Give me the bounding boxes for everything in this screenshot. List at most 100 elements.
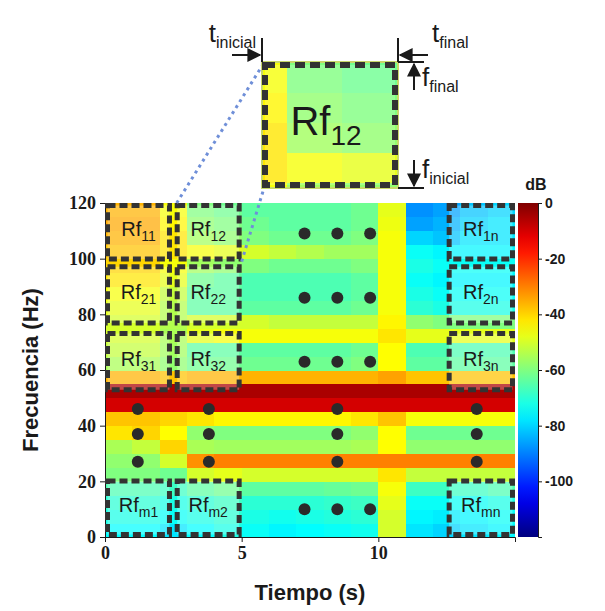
- region-label-subscript: 21: [141, 291, 157, 307]
- heatmap-cell: [242, 412, 270, 426]
- tick: 20: [78, 472, 105, 492]
- tick-mark: [378, 537, 379, 542]
- heatmap-cell: [296, 467, 324, 481]
- heatmap-cell: [242, 495, 270, 509]
- region-label-main: Rf: [121, 218, 141, 240]
- tick-mark: [100, 314, 105, 315]
- heatmap-cell: [378, 481, 406, 495]
- region-label-main: Rf: [119, 494, 139, 516]
- heatmap-cell: [406, 495, 434, 509]
- region-label: Rf31: [121, 348, 157, 374]
- inset-bound-label-subscript: final: [429, 78, 458, 95]
- ellipsis-dot: [203, 403, 215, 415]
- heatmap-cell: [269, 509, 297, 523]
- heatmap-cell: [242, 273, 270, 287]
- heatmap-cell: [160, 426, 188, 440]
- inset-bound-label-subscript: inicial: [429, 170, 469, 187]
- heatmap-cell: [296, 384, 324, 398]
- heatmap-cell: [242, 300, 270, 314]
- colorbar-axis: 0-20-40-60-80-100: [538, 195, 573, 538]
- region-label-subscript: 31: [141, 358, 157, 374]
- region-box: [177, 267, 239, 323]
- heatmap-cell: [378, 328, 406, 342]
- heatmap-cell: [324, 259, 352, 273]
- heatmap-cell: [460, 440, 488, 454]
- heatmap-cell: [324, 426, 352, 440]
- heatmap-cell: [378, 314, 406, 328]
- heatmap-cell: [351, 217, 379, 231]
- axis-line: [539, 204, 543, 538]
- heatmap-cell: [269, 314, 297, 328]
- ellipsis-dot: [331, 292, 343, 304]
- heatmap-cell: [351, 203, 379, 217]
- tick-label: 120: [69, 193, 96, 213]
- chart-root: 0510020406080100120 Tiempo (s) Frecuencia …: [0, 0, 605, 611]
- heatmap-cell: [242, 314, 270, 328]
- heatmap-cell: [242, 467, 270, 481]
- y-axis: 020406080100120: [69, 193, 106, 547]
- heatmap-cell: [378, 426, 406, 440]
- ellipsis-dot: [132, 456, 144, 468]
- region-box: [108, 267, 170, 323]
- tick-mark: [242, 537, 243, 542]
- region-box: [108, 481, 170, 534]
- heatmap-cell: [296, 440, 324, 454]
- heatmap-cell: [214, 412, 242, 426]
- ellipsis-dot: [299, 503, 311, 515]
- region-label: Rf22: [190, 281, 226, 307]
- heatmap-cell: [378, 342, 406, 356]
- heatmap-cell: [242, 454, 270, 468]
- x-axis: 0510: [101, 537, 516, 563]
- heatmap-cell: [433, 412, 461, 426]
- heatmap-cell: [132, 440, 160, 454]
- tick-label: 0: [101, 543, 110, 563]
- heatmap-cell: [378, 509, 406, 523]
- zoom-connector: [177, 66, 262, 203]
- heatmap-cell: [433, 454, 461, 468]
- heatmap-cell: [296, 328, 324, 342]
- tick: 10: [370, 537, 388, 563]
- heatmap-cell: [351, 454, 379, 468]
- tick: -80: [538, 418, 565, 434]
- heatmap-cell: [187, 440, 215, 454]
- heatmap-cell: [296, 356, 324, 370]
- x-axis-title: Tiempo (s): [255, 580, 366, 605]
- heatmap-cell: [324, 370, 352, 384]
- heatmap-cell: [406, 287, 434, 301]
- heatmap-cell: [406, 467, 434, 481]
- heatmap-cell: [406, 356, 434, 370]
- heatmap-cell: [378, 217, 406, 231]
- y-axis-title: Frecuencia (Hz): [18, 288, 43, 452]
- heatmap-cell: [187, 454, 215, 468]
- region-box: [108, 206, 170, 259]
- heatmap-cell: [406, 440, 434, 454]
- tick: -40: [538, 306, 565, 322]
- tick-mark: [538, 259, 542, 260]
- heatmap-cell: [242, 370, 270, 384]
- ellipsis-dot: [331, 228, 343, 240]
- heatmap-cell: [160, 398, 188, 412]
- heatmap-cell: [406, 412, 434, 426]
- region-label-subscript: m1: [139, 504, 159, 520]
- heatmap-cell: [242, 523, 270, 537]
- heatmap-cell: [269, 273, 297, 287]
- heatmap-cell: [296, 342, 324, 356]
- region-label: Rfmn: [461, 494, 500, 520]
- ellipsis-dot: [331, 403, 343, 415]
- boundary-tick: [398, 61, 424, 63]
- heatmap-cell: [269, 231, 297, 245]
- tick-mark: [100, 426, 105, 427]
- heatmap-cell: [324, 328, 352, 342]
- tick-mark: [538, 426, 542, 427]
- heatmap-cell: [269, 370, 297, 384]
- tick-mark: [100, 537, 105, 538]
- heatmap-cell: [269, 300, 297, 314]
- region-label: Rf2n: [463, 281, 499, 307]
- heatmap-cell: [378, 259, 406, 273]
- heatmap-cell: [351, 384, 379, 398]
- heatmap-cell: [269, 328, 297, 342]
- region-label: Rf21: [121, 281, 157, 307]
- heatmap-cell: [296, 412, 324, 426]
- region-box: [177, 334, 239, 390]
- heatmap-cell: [351, 426, 379, 440]
